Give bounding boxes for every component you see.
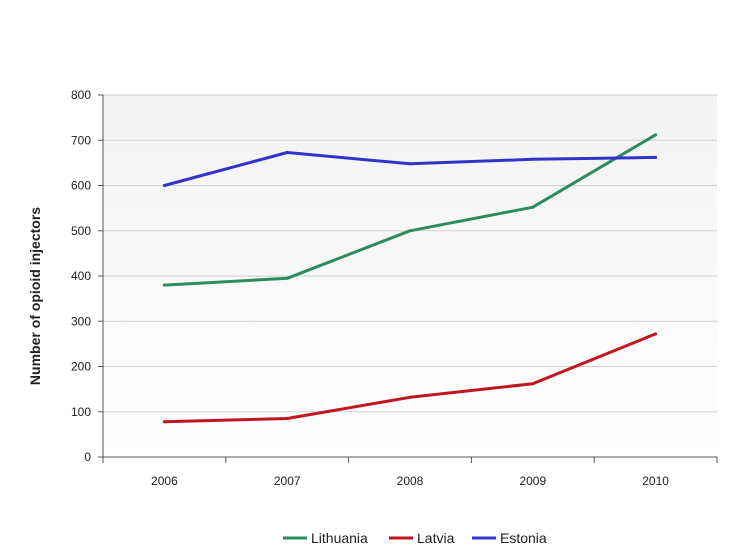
data-point-estonia bbox=[162, 184, 166, 187]
y-tick-label: 300 bbox=[71, 314, 91, 328]
y-axis-label: Number of opioid injectors bbox=[27, 207, 43, 385]
x-tick-label: 2009 bbox=[519, 474, 546, 488]
data-point-estonia bbox=[654, 155, 658, 159]
gridlines bbox=[103, 94, 717, 413]
y-tick-label: 0 bbox=[84, 450, 91, 464]
series-lines bbox=[162, 133, 658, 424]
legend-label: Lithuania bbox=[311, 530, 368, 546]
y-tick-label: 100 bbox=[71, 405, 91, 419]
legend: Lithuania Latvia Estonia bbox=[283, 530, 547, 546]
data-point-latvia bbox=[162, 420, 166, 424]
data-point-lithuania bbox=[531, 205, 535, 209]
x-tick-label: 2010 bbox=[642, 474, 669, 488]
y-tick-label: 700 bbox=[71, 133, 91, 147]
y-tick-label: 200 bbox=[71, 360, 91, 374]
axes: 0 100 200 300 400 500 600 700 800 2006 2007 2008 200… bbox=[71, 88, 718, 488]
data-point-latvia bbox=[531, 382, 535, 386]
data-point-lithuania bbox=[654, 133, 658, 137]
x-tick-label: 2006 bbox=[151, 474, 178, 488]
data-point-lithuania bbox=[408, 229, 412, 233]
data-point-lithuania bbox=[285, 276, 289, 280]
data-point-estonia bbox=[408, 162, 412, 166]
y-tick-label: 400 bbox=[71, 269, 91, 283]
x-tick-label: 2008 bbox=[397, 474, 424, 488]
data-point-lithuania bbox=[162, 283, 166, 287]
y-tick-label: 800 bbox=[71, 88, 91, 102]
x-tick-label: 2007 bbox=[274, 474, 301, 488]
data-point-estonia bbox=[531, 157, 535, 161]
data-point-latvia bbox=[285, 417, 289, 421]
legend-label: Latvia bbox=[417, 530, 455, 546]
legend-label: Estonia bbox=[500, 530, 547, 546]
data-point-estonia bbox=[285, 150, 289, 154]
data-point-latvia bbox=[408, 395, 412, 399]
y-tick-label: 600 bbox=[71, 179, 91, 193]
y-tick-label: 500 bbox=[71, 224, 91, 238]
data-point-latvia bbox=[654, 332, 658, 336]
